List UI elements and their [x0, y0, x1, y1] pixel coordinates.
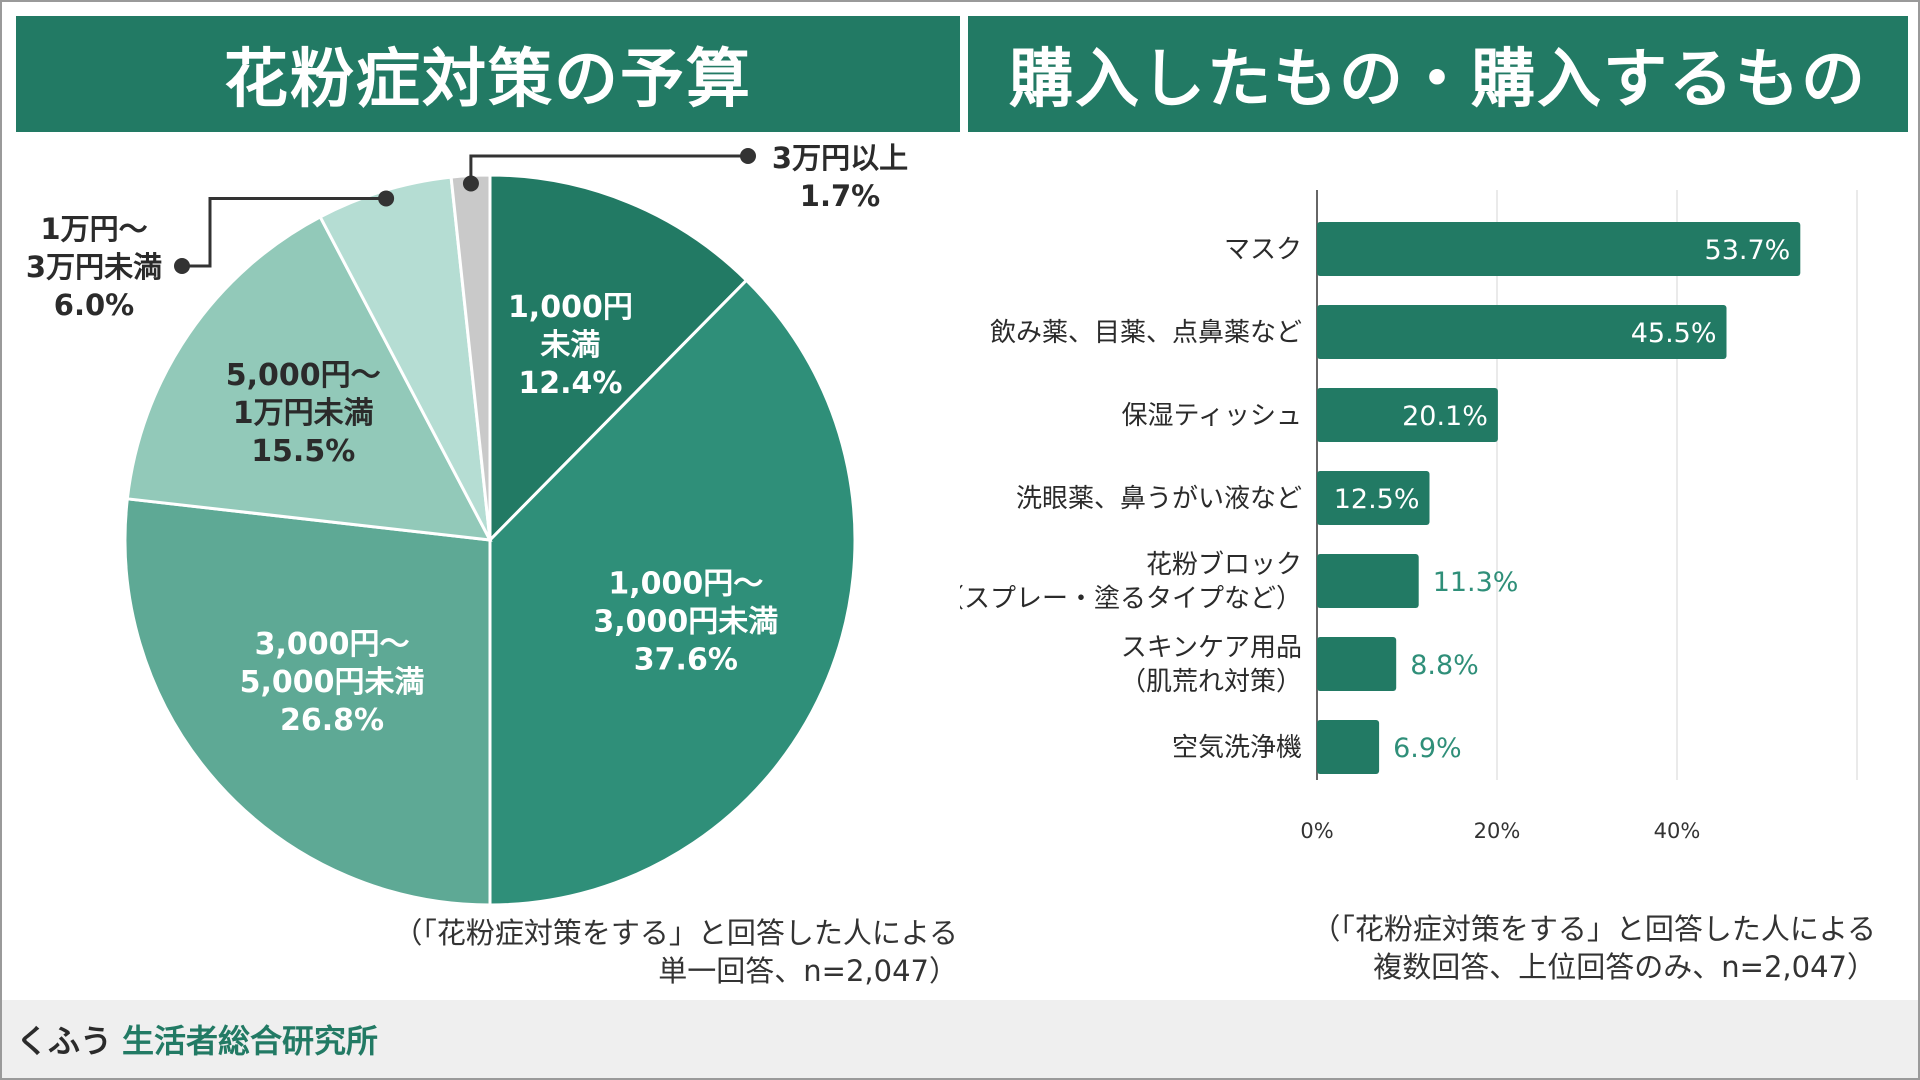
bar-value-label-6: 8.8%: [1410, 650, 1479, 681]
pie-callout-dot-5: [378, 190, 395, 207]
pie-label-4: 5,000円〜 1万円未満 15.5%: [226, 358, 381, 469]
bar-category-label-6: スキンケア用品（肌荒れ対策）: [1120, 633, 1302, 697]
bar-category-label-5: 花粉ブロック（スプレー・塗るタイプなど）: [960, 550, 1302, 614]
pie-footnote: （「花粉症対策をする」と回答した人による 単一回答、n=2,047）: [393, 914, 958, 990]
bar-category-label-1: マスク: [1224, 235, 1302, 265]
budget-pie-chart: 1,000円未満 12.4% 1,000円〜 3,000円未満 37.6% 3,000円〜…: [26, 141, 908, 907]
pie-label-6: 3万円以上 1.7%: [772, 141, 908, 213]
bar-value-label-4: 12.5%: [1334, 484, 1420, 515]
bar-category-label-2: 飲み薬、目薬、点鼻薬など: [990, 318, 1302, 348]
bar-value-label-2: 45.5%: [1631, 318, 1717, 349]
pie-footnote-line1: （「花粉症対策をする」と回答した人による: [393, 916, 958, 950]
purchases-bar-chart: 0% 20% 40% 53.7% マスク 45.5% 飲み薬、目薬、点鼻薬など 20.1% 保湿…: [960, 190, 1858, 843]
bar-1: [1317, 222, 1801, 276]
pie-callout-line-6: [469, 154, 748, 184]
pie-slice-1: [488, 173, 749, 544]
bar-6: [1317, 637, 1397, 691]
footer-brand: くふう 生活者総合研究所: [2, 1000, 1918, 1078]
pie-panel-title: 花粉症対策の予算: [16, 16, 960, 132]
bar-7: [1317, 720, 1380, 774]
pie-label-3: 3,000円〜 5,000円未満 26.8%: [240, 627, 425, 738]
bar-panel-title: 購入したもの・購入するもの: [968, 16, 1908, 132]
bar-footnote-line2: 複数回答、上位回答のみ、n=2,047）: [1373, 950, 1876, 984]
bar-value-label-5: 11.3%: [1433, 567, 1519, 598]
bar-2: [1317, 305, 1727, 359]
pie-footnote-line2: 単一回答、n=2,047）: [658, 954, 958, 988]
pie-callout-line-5: [182, 197, 387, 268]
pie-label-5: 1万円〜 3万円未満 6.0%: [26, 212, 162, 322]
bar-footnote-line1: （「花粉症対策をする」と回答した人による: [1311, 912, 1876, 946]
bar-4: [1317, 471, 1430, 525]
pie-label-2: 1,000円〜 3,000円未満 37.6%: [593, 566, 778, 677]
x-tick-label: 0%: [1300, 819, 1333, 843]
bar-value-label-3: 20.1%: [1402, 401, 1488, 432]
pie-slice-3: [123, 497, 492, 907]
bar-value-label-1: 53.7%: [1705, 235, 1791, 266]
pie-slice-2: [488, 278, 857, 907]
bar-category-label-3: 保湿ティッシュ: [1122, 401, 1302, 431]
bar-category-label-4: 洗眼薬、鼻うがい液など: [1016, 484, 1302, 514]
pie-callout-dot-6: [462, 175, 479, 192]
bar-category-label-7: 空気洗浄機: [1172, 733, 1302, 763]
x-tick-label: 40%: [1654, 819, 1701, 843]
pie-label-1: 1,000円未満 12.4%: [508, 290, 633, 401]
brand-name: くふう: [16, 1022, 113, 1060]
bar-3: [1317, 388, 1498, 442]
bar-footnote: （「花粉症対策をする」と回答した人による 複数回答、上位回答のみ、n=2,047…: [1311, 910, 1876, 986]
brand-institute: 生活者総合研究所: [122, 1022, 379, 1060]
pie-slice-4: [125, 214, 493, 542]
bar-value-label-7: 6.9%: [1393, 733, 1462, 764]
pie-callout-end-6: [740, 148, 756, 164]
x-tick-label: 20%: [1474, 819, 1521, 843]
pie-callout-end-5: [174, 258, 190, 274]
bar-5: [1317, 554, 1419, 608]
